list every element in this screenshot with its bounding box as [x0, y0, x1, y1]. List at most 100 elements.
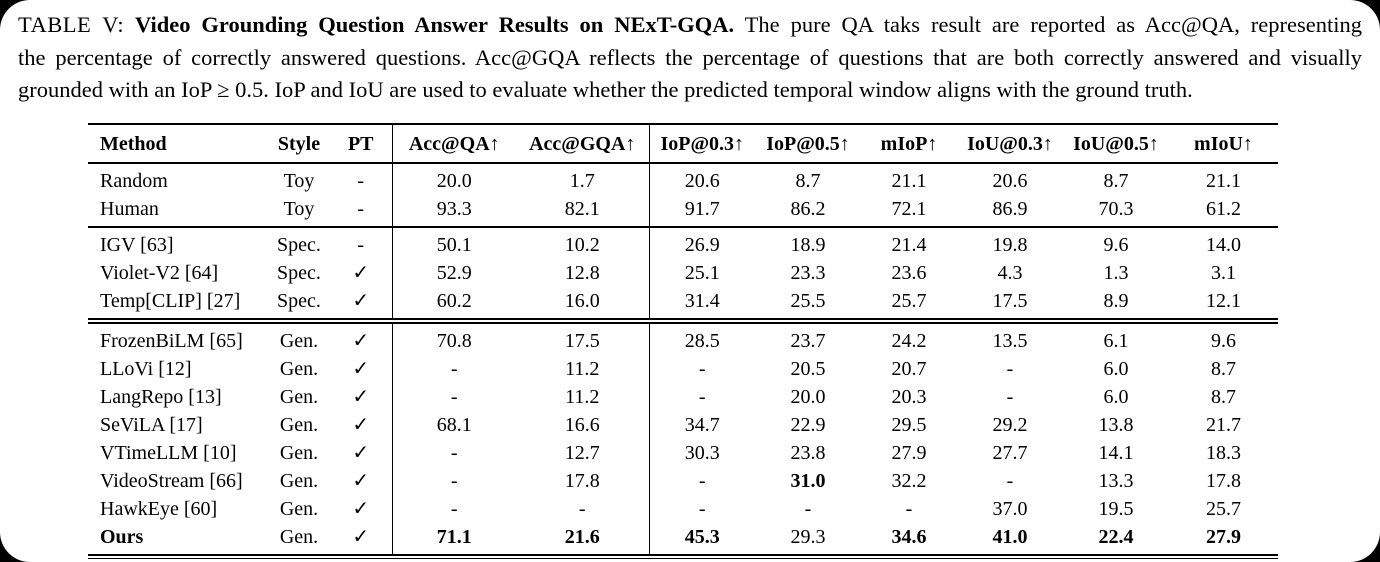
value-cell: - [698, 385, 706, 408]
column-header: Acc@QA↑ [408, 132, 500, 155]
value-cell: 19.5 [1098, 497, 1134, 520]
value-cell: 17.5 [992, 289, 1028, 312]
value-cell: Spec. [277, 261, 321, 284]
method-cell: Ours [100, 525, 144, 548]
value-cell: - [450, 469, 458, 492]
value-cell: 17.5 [516, 320, 650, 355]
value-cell: 72.1 [891, 197, 927, 220]
value-cell: ✓ [330, 354, 393, 383]
value-cell: ✓ [330, 410, 393, 439]
value-cell: 70.3 [1098, 197, 1134, 220]
value-cell: 6.0 [1103, 357, 1129, 380]
method-cell: LangRepo [13] [100, 385, 222, 408]
value-cell: - [698, 497, 706, 520]
method-cell: SeViLA [17] [100, 413, 203, 436]
value-cell: 31.0 [790, 469, 826, 492]
value-cell: 71.1 [436, 525, 472, 548]
value-cell: 30.3 [684, 441, 720, 464]
column-header: mIoU↑ [1194, 132, 1253, 155]
row-group: Random Toy -20.0 1.7 20.6 8.7 21.1 20.6 8.7 21.1 H… [88, 162, 1278, 227]
value-cell: 4.3 [997, 261, 1023, 284]
value-cell: 8.7 [1103, 169, 1129, 192]
value-cell: 20.0 [436, 169, 472, 192]
value-cell: 50.1 [436, 233, 472, 256]
value-cell: Gen. [279, 441, 319, 464]
row-group: FrozenBiLM [65] Gen. ✓ 70.8 17.5 28.5 23.7 24.2… [88, 320, 1278, 555]
value-cell: Toy [283, 169, 315, 192]
value-cell: 8.7 [1211, 385, 1236, 408]
value-cell: 91.7 [684, 197, 720, 220]
table-row: VTimeLLM [10] Gen. ✓ - 12.7 30.3 23.8 27.9 27.7 1… [88, 438, 1278, 467]
column-header: IoP@0.5↑ [766, 132, 850, 155]
header-row: Method Style PT Acc@QA↑ Acc@GQA↑ IoP@0.3↑ IoP@… [88, 123, 1278, 163]
value-cell: 11.2 [516, 382, 650, 411]
column-header: IoU@0.3↑ [967, 132, 1053, 155]
value-cell: Gen. [279, 357, 319, 380]
table-row: LLoVi [12] Gen. ✓ - 11.2 - 20.5 20.7 - 6.0 8.7 [88, 354, 1278, 383]
value-cell: Gen. [279, 525, 319, 548]
row-group: IGV [63] Spec. -50.1 10.2 26.9 18.9 21.4 19.8 9.… [88, 226, 1278, 321]
method-cell: HawkEye [60] [100, 497, 218, 520]
column-header: IoP@0.3↑ [660, 132, 745, 155]
value-cell: - [450, 441, 458, 464]
value-cell: Spec. [277, 233, 321, 256]
column-header: PT [330, 123, 393, 163]
value-cell: Gen. [279, 385, 319, 408]
value-cell: 18.3 [1206, 441, 1241, 464]
value-cell: 12.1 [1206, 289, 1241, 312]
value-cell: Gen. [279, 469, 319, 492]
column-header: IoU@0.5↑ [1073, 132, 1159, 155]
value-cell: 29.2 [992, 413, 1028, 436]
value-cell: - [330, 162, 393, 195]
value-cell: 34.7 [684, 413, 720, 436]
value-cell: - [330, 194, 393, 227]
method-cell: IGV [63] [100, 233, 174, 256]
value-cell: 10.2 [516, 226, 650, 259]
value-cell: 8.9 [1103, 289, 1129, 312]
value-cell: 17.8 [1206, 469, 1241, 492]
value-cell: - [450, 385, 458, 408]
value-cell: 13.8 [1098, 413, 1134, 436]
value-cell: 45.3 [684, 525, 720, 548]
value-cell: Gen. [279, 413, 319, 436]
value-cell: - [698, 357, 706, 380]
value-cell: 19.8 [992, 233, 1028, 256]
method-cell: VideoStream [66] [100, 469, 243, 492]
value-cell: 22.4 [1098, 525, 1134, 548]
value-cell: ✓ [330, 466, 393, 495]
value-cell: 26.9 [684, 233, 720, 256]
value-cell: 16.0 [516, 286, 650, 321]
table-row: FrozenBiLM [65] Gen. ✓ 70.8 17.5 28.5 23.7 24.2… [88, 320, 1278, 355]
value-cell: 11.2 [516, 354, 650, 383]
value-cell: 6.1 [1103, 329, 1129, 352]
value-cell: 20.5 [790, 357, 826, 380]
value-cell: ✓ [330, 438, 393, 467]
value-cell: 9.6 [1211, 329, 1236, 352]
method-cell: Random [100, 169, 168, 192]
value-cell: 23.3 [790, 261, 826, 284]
value-cell: 29.3 [790, 525, 826, 548]
value-cell: 25.1 [684, 261, 720, 284]
table-row: LangRepo [13] Gen. ✓ - 11.2 - 20.0 20.3 - 6.0 8.7 [88, 382, 1278, 411]
value-cell: - [804, 497, 812, 520]
value-cell: - [450, 497, 458, 520]
table-row: Ours Gen. ✓ 71.1 21.6 45.3 29.3 34.6 41.0 22.4 27.… [88, 522, 1278, 555]
value-cell: 25.5 [790, 289, 826, 312]
value-cell: 86.2 [790, 197, 826, 220]
value-cell: - [516, 494, 650, 523]
value-cell: 27.9 [1206, 525, 1241, 548]
value-cell: Gen. [279, 497, 319, 520]
method-cell: LLoVi [12] [100, 357, 192, 380]
value-cell: 27.9 [891, 441, 927, 464]
value-cell: 21.7 [1206, 413, 1241, 436]
value-cell: 86.9 [992, 197, 1028, 220]
value-cell: 8.7 [795, 169, 821, 192]
value-cell: 9.6 [1103, 233, 1129, 256]
value-cell: 37.0 [992, 497, 1028, 520]
value-cell: 34.6 [891, 525, 927, 548]
method-cell: Temp[CLIP] [27] [100, 289, 241, 312]
table-row: Violet-V2 [64] Spec. ✓ 52.9 12.8 25.1 23.3 23.6… [88, 258, 1278, 287]
caption-text-1: The pure QA taks result are reported as … [744, 12, 1362, 37]
value-cell: 82.1 [516, 194, 650, 227]
